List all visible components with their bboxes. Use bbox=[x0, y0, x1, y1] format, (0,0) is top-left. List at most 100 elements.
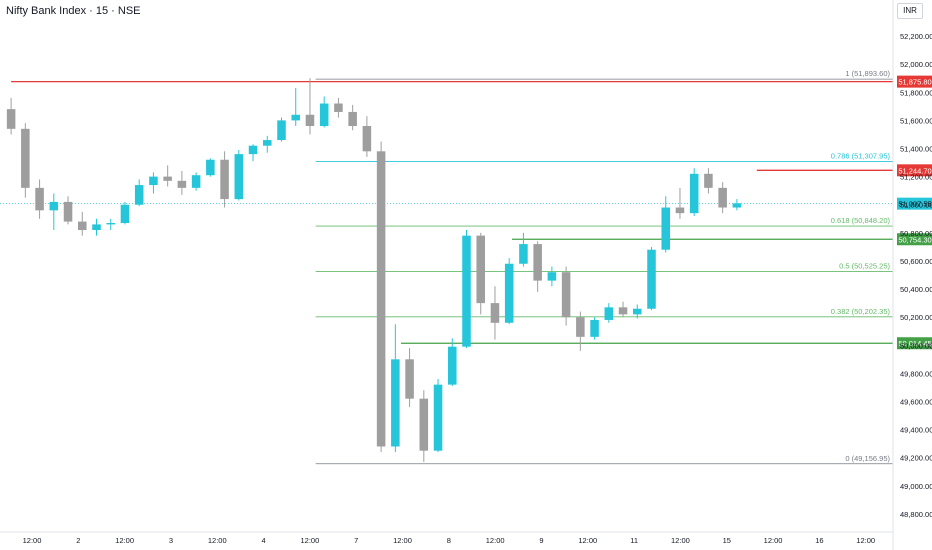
x-tick-label: 2 bbox=[76, 536, 80, 545]
x-tick-label: 12:00 bbox=[393, 536, 412, 545]
candle-body bbox=[21, 128, 30, 188]
candle-body bbox=[334, 103, 343, 112]
x-tick-label: 16 bbox=[815, 536, 823, 545]
candle-body bbox=[590, 319, 599, 337]
x-tick-label: 12:00 bbox=[856, 536, 875, 545]
candle-body bbox=[49, 201, 59, 211]
x-tick-label: 8 bbox=[447, 536, 451, 545]
candle-body bbox=[391, 359, 400, 447]
candle-body bbox=[319, 103, 329, 127]
level-label: 50,014.45 bbox=[898, 339, 931, 348]
candle-body bbox=[576, 317, 585, 337]
candle-body bbox=[149, 176, 158, 186]
y-tick-label: 50,200.00 bbox=[900, 313, 932, 322]
y-tick-label: 51,600.00 bbox=[900, 116, 932, 125]
candle-body bbox=[362, 126, 372, 152]
price-axis: 52,200.00 52,000.00 51,800.00 51,600.00 51,4… bbox=[892, 0, 932, 550]
y-tick-label: 51,400.00 bbox=[900, 145, 932, 154]
candle-body bbox=[533, 244, 542, 281]
x-tick-label: 3 bbox=[169, 536, 173, 545]
candle-body bbox=[191, 175, 201, 188]
candle-body bbox=[277, 120, 286, 141]
fib-level-label: 1 (51,893.60) bbox=[845, 69, 890, 78]
horizontal-levels: 1 (51,893.60) 0.786 (51,307.95) 0.618 (50,… bbox=[0, 69, 932, 465]
candle-body bbox=[348, 111, 357, 127]
y-tick-label: 50,400.00 bbox=[900, 285, 932, 294]
x-tick-label: 12:00 bbox=[486, 536, 505, 545]
level-label: 51,244.70 bbox=[898, 166, 931, 175]
candle-body bbox=[120, 204, 130, 223]
level-badge bbox=[897, 337, 932, 350]
level-badge bbox=[897, 233, 932, 246]
last-price-label: 51,007.55 bbox=[898, 200, 931, 209]
candle-body bbox=[732, 203, 742, 208]
candle-body bbox=[92, 224, 101, 231]
x-tick-label: 4 bbox=[261, 536, 265, 545]
y-tick-label: 50,600.00 bbox=[900, 257, 932, 266]
chart-title: Nifty Bank Index · 15 · NSE bbox=[6, 5, 141, 17]
candle-body bbox=[604, 307, 614, 320]
candle-body bbox=[163, 176, 172, 181]
last-price-badge bbox=[897, 197, 932, 210]
x-tick-label: 12:00 bbox=[764, 536, 783, 545]
candle-body bbox=[35, 187, 44, 211]
level-label: 51,875.80 bbox=[898, 78, 931, 87]
candle-body bbox=[78, 221, 87, 231]
y-tick-label: 51,000.00 bbox=[900, 201, 932, 210]
candle-body bbox=[206, 159, 215, 176]
y-tick-label: 49,600.00 bbox=[900, 398, 932, 407]
x-tick-label: 11 bbox=[630, 536, 638, 545]
time-axis: 12:00 2 12:00 3 12:00 4 12:00 7 12:00 8 12:00 9 12:0… bbox=[0, 531, 893, 545]
fib-level-label: 0.382 (50,202.35) bbox=[831, 307, 891, 316]
y-tick-label: 51,800.00 bbox=[900, 88, 932, 97]
fib-level-label: 0.786 (51,307.95) bbox=[831, 151, 891, 160]
x-tick-label: 12:00 bbox=[671, 536, 690, 545]
candle-body bbox=[561, 272, 571, 318]
candle-body bbox=[462, 235, 471, 347]
candles bbox=[6, 78, 742, 462]
y-tick-label: 49,400.00 bbox=[900, 426, 932, 435]
candle-body bbox=[6, 109, 16, 129]
candle-body bbox=[547, 272, 557, 281]
candle-body bbox=[633, 308, 642, 315]
candle-body bbox=[263, 140, 272, 146]
y-tick-label: 48,800.00 bbox=[900, 510, 932, 519]
x-tick-label: 12:00 bbox=[301, 536, 320, 545]
y-tick-label: 51,200.00 bbox=[900, 173, 932, 182]
fib-level-label: 0.5 (50,525.25) bbox=[839, 261, 890, 270]
candle-body bbox=[220, 159, 229, 200]
candle-body bbox=[704, 173, 713, 188]
candle-body bbox=[618, 307, 628, 315]
candle-body bbox=[291, 114, 300, 121]
y-tick-label: 49,000.00 bbox=[900, 482, 932, 491]
y-tick-label: 49,200.00 bbox=[900, 454, 932, 463]
candle-body bbox=[476, 235, 485, 304]
y-tick-label: 52,200.00 bbox=[900, 32, 932, 41]
candle-body bbox=[234, 154, 244, 200]
candle-body bbox=[675, 207, 685, 214]
y-tick-label: 52,000.00 bbox=[900, 60, 932, 69]
fib-level-label: 0 (49,156.95) bbox=[845, 454, 890, 463]
x-tick-label: 15 bbox=[723, 536, 731, 545]
y-tick-label: 50,000.00 bbox=[900, 341, 932, 350]
candle-body bbox=[718, 187, 727, 208]
candle-body bbox=[661, 207, 670, 250]
candle-body bbox=[419, 398, 429, 451]
x-tick-label: 7 bbox=[354, 536, 358, 545]
candle-body bbox=[177, 180, 187, 188]
candle-body bbox=[376, 151, 386, 447]
candle-body bbox=[490, 303, 500, 323]
x-tick-label: 12:00 bbox=[578, 536, 597, 545]
candle-body bbox=[647, 249, 656, 309]
level-badge bbox=[897, 164, 932, 177]
candle-body bbox=[519, 244, 528, 264]
candle-body bbox=[305, 114, 315, 127]
level-badge bbox=[897, 75, 932, 88]
x-tick-label: 12:00 bbox=[208, 536, 227, 545]
currency-selector[interactable]: INR bbox=[897, 3, 923, 19]
candle-body bbox=[504, 263, 514, 323]
x-tick-label: 12:00 bbox=[115, 536, 134, 545]
candle-body bbox=[405, 359, 414, 399]
candle-body bbox=[248, 145, 258, 155]
